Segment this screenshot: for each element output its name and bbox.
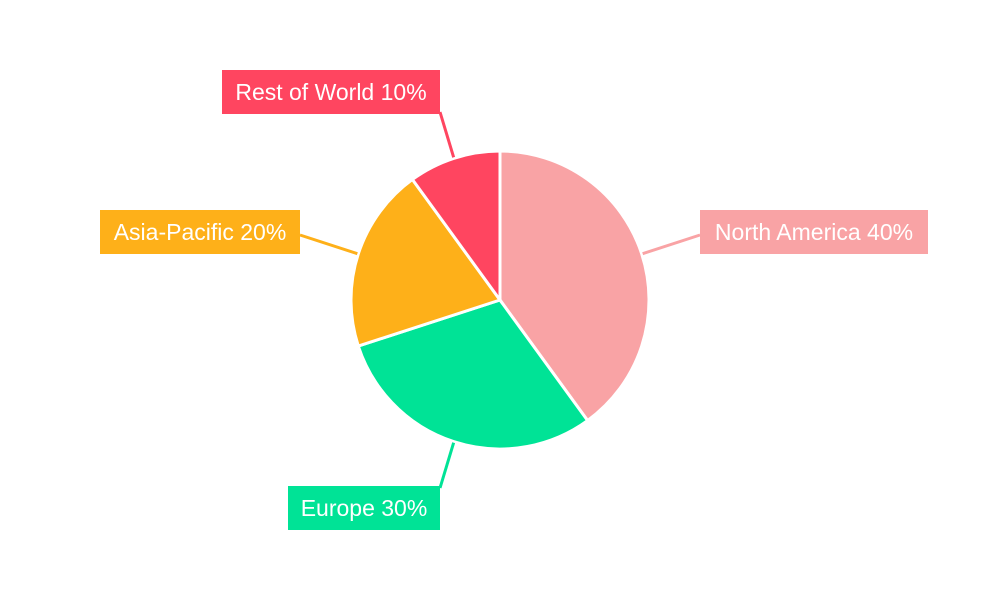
pie-slice-north-america[interactable] bbox=[498, 149, 651, 423]
data-label-box-asia-pacific bbox=[100, 210, 300, 254]
data-label-asia-pacific: Asia-Pacific 20% bbox=[114, 219, 287, 245]
data-label-europe: Europe 30% bbox=[301, 495, 428, 521]
data-label-north-america: North America 40% bbox=[715, 219, 913, 245]
data-label-box-rest-of-world bbox=[222, 70, 440, 114]
leader-line-rest-of-world bbox=[438, 111, 456, 158]
pie-slice-rest-of-world[interactable] bbox=[410, 149, 502, 305]
data-label-box-europe bbox=[288, 486, 440, 530]
leader-line-asia-pacific bbox=[299, 233, 358, 256]
pie-slice-europe[interactable] bbox=[356, 298, 590, 451]
data-label-rest-of-world: Rest of World 10% bbox=[235, 79, 426, 105]
leader-line-north-america bbox=[642, 233, 701, 256]
leader-line-europe bbox=[438, 442, 456, 489]
data-label-box-north-america bbox=[700, 210, 928, 254]
pie-slice-asia-pacific[interactable] bbox=[349, 177, 503, 348]
